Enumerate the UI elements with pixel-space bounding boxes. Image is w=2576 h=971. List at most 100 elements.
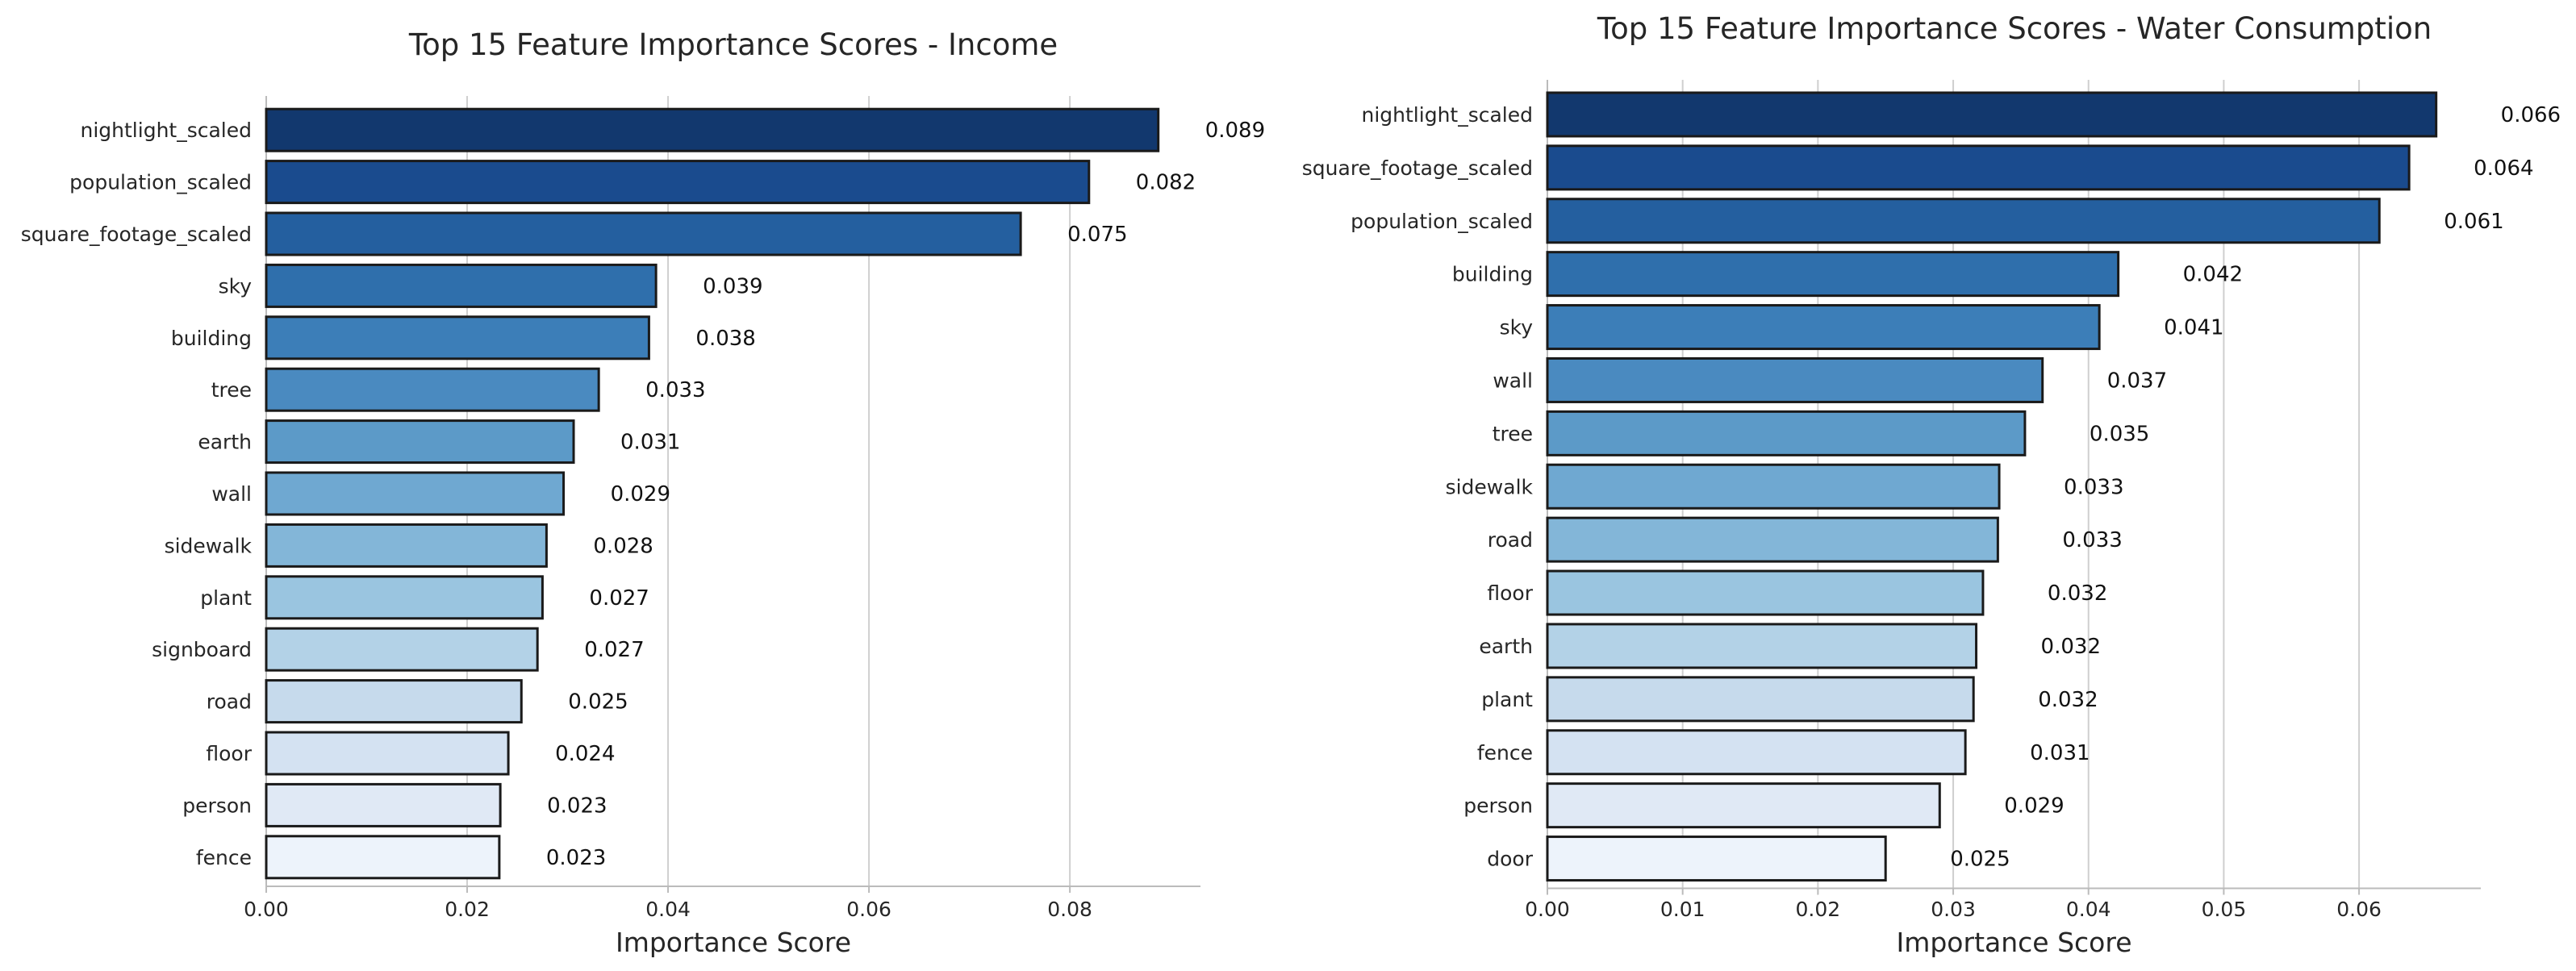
category-label: sky: [1500, 316, 1534, 340]
bar-sky: [265, 263, 658, 308]
x-tick-label: 0.01: [1660, 898, 1706, 921]
value-label: 0.028: [593, 534, 653, 558]
bar-fence: [265, 835, 501, 880]
bar-nightlight_scaled: [265, 107, 1160, 152]
x-tick-label: 0.02: [1796, 898, 1841, 921]
value-label: 0.023: [547, 794, 607, 818]
bar-floor: [265, 731, 510, 776]
value-label: 0.029: [611, 482, 670, 506]
bar-earth: [1546, 623, 1978, 669]
value-label: 0.082: [1136, 171, 1196, 195]
bar-building: [1546, 251, 2120, 298]
value-label: 0.032: [2041, 635, 2101, 659]
value-label: 0.024: [555, 742, 615, 766]
x-tick-label: 0.06: [2336, 898, 2382, 921]
x-tick-label: 0.02: [445, 898, 490, 921]
value-label: 0.041: [2164, 316, 2223, 340]
value-label: 0.038: [695, 327, 755, 351]
bar-sidewalk: [265, 523, 548, 568]
category-label: road: [1488, 528, 1533, 552]
category-label: person: [1463, 794, 1533, 818]
bar-signboard: [265, 627, 539, 672]
category-label: square_footage_scaled: [21, 223, 252, 246]
value-label: 0.027: [584, 638, 644, 662]
value-label: 0.064: [2474, 156, 2533, 181]
value-label: 0.039: [703, 274, 762, 298]
value-label: 0.042: [2183, 263, 2243, 287]
category-label: tree: [211, 378, 252, 402]
value-label: 0.033: [2062, 528, 2122, 552]
bar-population_scaled: [265, 160, 1091, 205]
bar-nightlight_scaled: [1546, 91, 2438, 138]
bar-tree: [265, 367, 600, 412]
value-label: 0.032: [2038, 688, 2098, 712]
water-consumption-chart: nightlight_scaled 0.066 square_footage_sca…: [1302, 11, 2561, 958]
category-label: sidewalk: [1446, 475, 1534, 498]
x-axis-label: Importance Score: [1896, 927, 2131, 958]
bar-plant: [1546, 676, 1975, 723]
category-label: signboard: [152, 638, 252, 661]
value-label: 0.035: [2090, 422, 2149, 446]
category-label: population_scaled: [1351, 210, 1533, 233]
chart-title: Top 15 Feature Importance Scores - Incom…: [408, 27, 1058, 62]
category-label: fence: [196, 846, 252, 869]
value-label: 0.025: [1950, 848, 2010, 872]
category-label: sidewalk: [165, 534, 253, 557]
value-label: 0.032: [2048, 581, 2107, 606]
category-label: road: [207, 690, 252, 714]
x-tick-label: 0.04: [2066, 898, 2111, 921]
category-label: fence: [1477, 741, 1533, 765]
x-tick-label: 0.08: [1047, 898, 1092, 921]
value-label: 0.037: [2107, 369, 2167, 393]
bar-door: [1546, 836, 1887, 882]
bar-plant: [265, 575, 544, 620]
x-tick-label: 0.05: [2202, 898, 2247, 921]
bar-building: [265, 315, 650, 360]
category-label: door: [1487, 848, 1533, 871]
x-tick-label: 0.00: [1525, 898, 1570, 921]
value-label: 0.025: [568, 690, 628, 715]
category-label: square_footage_scaled: [1302, 156, 1533, 180]
bar-earth: [265, 419, 575, 465]
category-label: floor: [206, 742, 252, 765]
category-label: wall: [1493, 369, 1533, 392]
category-label: nightlight_scaled: [1362, 103, 1534, 127]
value-label: 0.089: [1205, 119, 1265, 143]
bar-sidewalk: [1546, 463, 2001, 510]
value-label: 0.027: [589, 586, 649, 611]
bar-person: [1546, 782, 1941, 829]
category-label: population_scaled: [69, 171, 252, 194]
value-label: 0.061: [2444, 210, 2503, 234]
category-label: earth: [198, 431, 252, 454]
bar-population_scaled: [1546, 198, 2381, 244]
bar-sky: [1546, 304, 2101, 351]
bar-person: [265, 782, 502, 827]
bar-road: [1546, 516, 1999, 563]
category-label: nightlight_scaled: [81, 119, 253, 142]
category-label: plant: [200, 586, 252, 610]
x-tick-label: 0.04: [645, 898, 691, 921]
value-label: 0.033: [645, 378, 705, 402]
category-label: floor: [1487, 581, 1533, 605]
bar-road: [265, 679, 523, 724]
category-label: building: [171, 327, 252, 350]
value-label: 0.031: [2030, 741, 2090, 765]
value-label: 0.066: [2501, 103, 2561, 127]
value-label: 0.023: [546, 846, 606, 870]
category-label: building: [1452, 263, 1533, 286]
x-axis-label: Importance Score: [616, 927, 851, 958]
bar-fence: [1546, 729, 1967, 776]
bar-tree: [1546, 410, 2027, 456]
income-chart: nightlight_scaled 0.089 population_scaled 0…: [21, 27, 1265, 958]
category-label: person: [182, 794, 252, 817]
category-label: wall: [211, 482, 252, 506]
bar-floor: [1546, 569, 1985, 616]
category-label: sky: [219, 274, 253, 298]
x-tick-label: 0.03: [1931, 898, 1976, 921]
category-label: earth: [1479, 635, 1533, 658]
value-label: 0.029: [2004, 794, 2064, 819]
x-tick-label: 0.00: [244, 898, 289, 921]
bar-square_footage_scaled: [1546, 144, 2411, 191]
value-label: 0.075: [1067, 223, 1127, 247]
